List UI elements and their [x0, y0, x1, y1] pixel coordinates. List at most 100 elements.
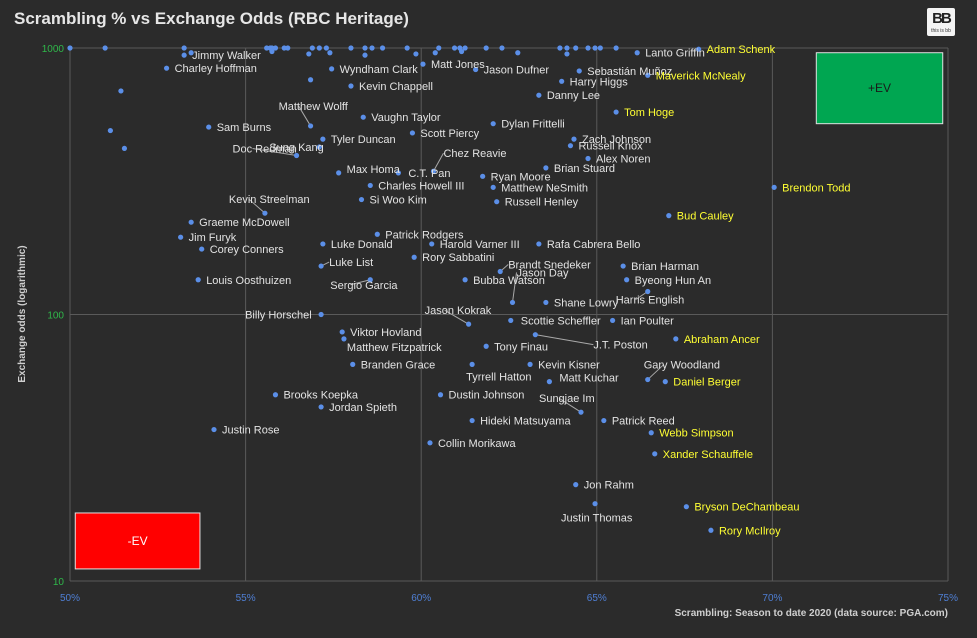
- point-label: Luke List: [329, 257, 373, 269]
- point-label: C.T. Pan: [408, 168, 450, 180]
- point-label: Justin Rose: [222, 425, 279, 437]
- data-point: [483, 343, 489, 349]
- data-point: [499, 45, 505, 51]
- data-point: [696, 46, 702, 52]
- point-label: Dustin Johnson: [449, 390, 525, 402]
- point-label: Billy Horschel: [245, 310, 312, 322]
- leader-line: [535, 334, 594, 346]
- leader-line: [350, 279, 371, 286]
- point-label: Bryson DeChambeau: [694, 502, 799, 514]
- data-point: [118, 88, 124, 94]
- point-label: Branden Grace: [361, 359, 436, 371]
- data-point: [362, 52, 368, 58]
- point-label: Sungjae Im: [539, 393, 595, 405]
- data-point: [673, 336, 679, 342]
- point-label: Ryan Moore: [491, 171, 551, 183]
- point-label: Matthew NeSmith: [501, 182, 588, 194]
- data-point: [199, 246, 205, 252]
- data-point: [585, 45, 591, 51]
- data-point: [585, 155, 591, 162]
- data-point: [329, 66, 335, 72]
- point-label: Rory Sabbatini: [422, 252, 494, 264]
- data-point: [494, 199, 500, 205]
- data-point: [543, 165, 549, 171]
- data-point: [262, 210, 268, 216]
- point-label: Webb Simpson: [659, 428, 733, 440]
- data-point: [178, 234, 184, 240]
- point-label: Brian Stuard: [554, 163, 615, 175]
- point-label: Xander Schauffele: [663, 449, 753, 461]
- data-point: [188, 50, 194, 56]
- y-tick-label: 1000: [42, 44, 65, 55]
- point-label: J.T. Poston: [593, 340, 647, 352]
- data-point: [348, 83, 354, 89]
- point-label: Chez Reavie: [443, 148, 506, 160]
- data-point: [559, 78, 565, 84]
- data-point: [404, 45, 410, 51]
- data-point: [624, 277, 630, 283]
- data-point: [369, 45, 375, 51]
- data-point: [490, 184, 496, 190]
- point-label: Justin Thomas: [561, 513, 633, 525]
- point-label: Charles Howell III: [378, 180, 464, 192]
- point-label: Tyler Duncan: [331, 134, 396, 146]
- data-point: [411, 254, 417, 260]
- data-point: [592, 45, 598, 51]
- data-point: [318, 263, 324, 269]
- data-point: [285, 45, 291, 51]
- y-tick-label: 100: [47, 311, 64, 322]
- point-label: Patrick Rodgers: [385, 229, 464, 241]
- point-label: Brendon Todd: [782, 182, 850, 194]
- data-point: [634, 50, 640, 56]
- point-label: Sung Kang: [269, 142, 323, 154]
- point-label: Byeong Hun An: [635, 275, 711, 287]
- point-label: Scottie Scheffler: [521, 315, 601, 327]
- data-point: [379, 45, 386, 51]
- point-label: Harris English: [616, 294, 684, 306]
- data-point: [341, 336, 347, 342]
- x-tick-label: 75%: [938, 593, 958, 604]
- data-point: [413, 51, 419, 57]
- logo-subtext: this is bb: [931, 28, 951, 34]
- data-point: [367, 277, 373, 283]
- point-label: Jason Day: [517, 267, 569, 279]
- chart-title: Scrambling % vs Exchange Odds (RBC Herit…: [14, 9, 409, 28]
- data-point: [564, 51, 570, 57]
- point-label: Jon Rahm: [584, 480, 634, 492]
- data-point: [708, 527, 714, 533]
- point-label: Danny Lee: [547, 90, 600, 102]
- point-label: Patrick Reed: [612, 416, 675, 428]
- data-point: [469, 361, 475, 367]
- point-label: Kevin Kisner: [538, 359, 600, 371]
- point-label: Abraham Ancer: [684, 334, 760, 346]
- point-label: Brandt Snedeker: [508, 259, 591, 271]
- point-label: Graeme McDowell: [199, 217, 289, 229]
- data-point: [437, 392, 444, 398]
- data-point: [427, 440, 433, 446]
- point-label: Lanto Griffin: [645, 48, 705, 60]
- data-point: [592, 501, 598, 507]
- data-point: [462, 277, 468, 283]
- data-point: [432, 50, 438, 56]
- point-label: Adam Schenk: [707, 44, 776, 56]
- data-point: [564, 45, 570, 51]
- point-label: Brian Harman: [631, 261, 699, 273]
- data-point: [107, 127, 113, 134]
- data-point: [206, 124, 212, 130]
- ev-zone-box: [74, 512, 201, 570]
- point-label: Wyndham Clark: [340, 64, 419, 76]
- data-point: [102, 45, 108, 51]
- point-label: Jason Kokrak: [425, 305, 492, 317]
- data-point: [362, 45, 368, 51]
- data-point: [409, 130, 416, 136]
- point-label: Harold Varner III: [440, 239, 520, 251]
- x-axis-title: Scrambling: Season to date 2020 (data so…: [675, 608, 948, 619]
- data-point: [480, 173, 486, 179]
- y-tick-label: 10: [53, 577, 65, 588]
- logo-mark: BB: [932, 10, 952, 27]
- gridlines: [69, 47, 949, 582]
- data-point: [67, 45, 73, 51]
- data-point: [306, 51, 312, 57]
- point-label: Maverick McNealy: [656, 70, 746, 82]
- point-label: Jordan Spieth: [329, 402, 397, 414]
